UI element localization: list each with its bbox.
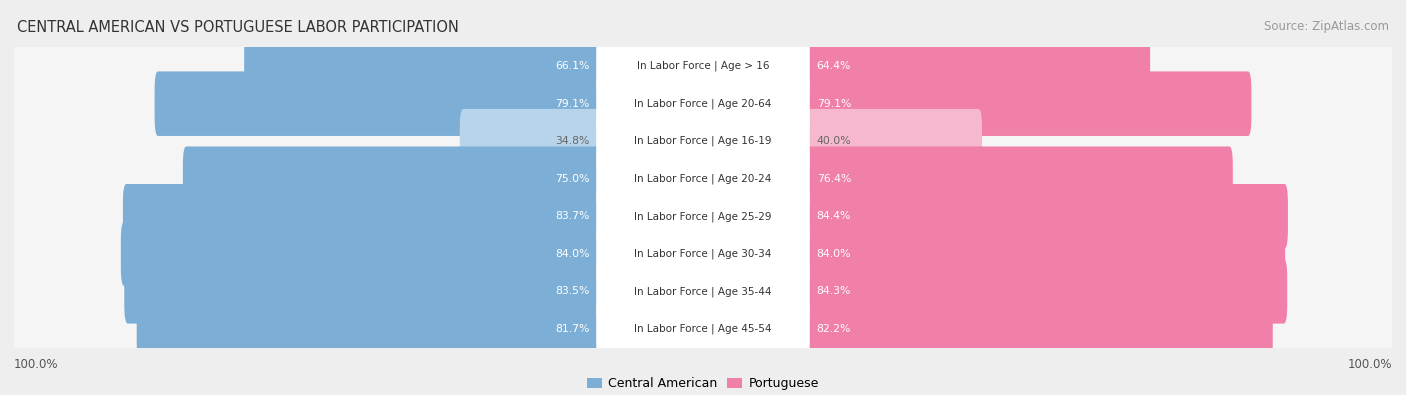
Text: In Labor Force | Age 20-24: In Labor Force | Age 20-24 (634, 173, 772, 184)
Text: 40.0%: 40.0% (817, 136, 851, 146)
FancyBboxPatch shape (14, 47, 1392, 85)
FancyBboxPatch shape (245, 34, 603, 98)
Text: 84.0%: 84.0% (555, 249, 589, 259)
FancyBboxPatch shape (136, 297, 603, 361)
Text: 66.1%: 66.1% (555, 61, 589, 71)
Text: 83.5%: 83.5% (555, 286, 589, 296)
FancyBboxPatch shape (596, 71, 810, 136)
Text: 84.4%: 84.4% (817, 211, 851, 221)
FancyBboxPatch shape (183, 147, 603, 211)
FancyBboxPatch shape (122, 184, 603, 248)
FancyBboxPatch shape (803, 109, 981, 173)
FancyBboxPatch shape (803, 71, 1251, 136)
FancyBboxPatch shape (803, 34, 1150, 98)
FancyBboxPatch shape (596, 147, 810, 211)
FancyBboxPatch shape (596, 222, 810, 286)
FancyBboxPatch shape (803, 147, 1233, 211)
FancyBboxPatch shape (596, 259, 810, 324)
Text: In Labor Force | Age 30-34: In Labor Force | Age 30-34 (634, 248, 772, 259)
Text: 84.0%: 84.0% (817, 249, 851, 259)
Text: In Labor Force | Age 25-29: In Labor Force | Age 25-29 (634, 211, 772, 222)
Text: 100.0%: 100.0% (1347, 358, 1392, 371)
Text: Source: ZipAtlas.com: Source: ZipAtlas.com (1264, 20, 1389, 33)
Text: In Labor Force | Age 16-19: In Labor Force | Age 16-19 (634, 136, 772, 147)
Text: 81.7%: 81.7% (555, 324, 589, 334)
FancyBboxPatch shape (14, 273, 1392, 310)
FancyBboxPatch shape (803, 297, 1272, 361)
FancyBboxPatch shape (14, 310, 1392, 348)
Text: 100.0%: 100.0% (14, 358, 59, 371)
Text: 84.3%: 84.3% (817, 286, 851, 296)
Text: In Labor Force | Age 20-64: In Labor Force | Age 20-64 (634, 98, 772, 109)
Text: 79.1%: 79.1% (555, 99, 589, 109)
Text: In Labor Force | Age 35-44: In Labor Force | Age 35-44 (634, 286, 772, 297)
Text: 64.4%: 64.4% (817, 61, 851, 71)
Text: 79.1%: 79.1% (817, 99, 851, 109)
FancyBboxPatch shape (14, 235, 1392, 273)
FancyBboxPatch shape (14, 122, 1392, 160)
FancyBboxPatch shape (124, 259, 603, 324)
FancyBboxPatch shape (803, 184, 1288, 248)
FancyBboxPatch shape (596, 34, 810, 98)
Text: CENTRAL AMERICAN VS PORTUGUESE LABOR PARTICIPATION: CENTRAL AMERICAN VS PORTUGUESE LABOR PAR… (17, 20, 458, 35)
FancyBboxPatch shape (803, 222, 1285, 286)
FancyBboxPatch shape (596, 109, 810, 173)
FancyBboxPatch shape (121, 222, 603, 286)
FancyBboxPatch shape (14, 198, 1392, 235)
FancyBboxPatch shape (14, 160, 1392, 198)
Text: 83.7%: 83.7% (555, 211, 589, 221)
Text: 76.4%: 76.4% (817, 174, 851, 184)
FancyBboxPatch shape (596, 184, 810, 248)
FancyBboxPatch shape (155, 71, 603, 136)
Text: 82.2%: 82.2% (817, 324, 851, 334)
Legend: Central American, Portuguese: Central American, Portuguese (582, 372, 824, 395)
FancyBboxPatch shape (460, 109, 603, 173)
FancyBboxPatch shape (14, 85, 1392, 122)
Text: 34.8%: 34.8% (555, 136, 589, 146)
Text: In Labor Force | Age 45-54: In Labor Force | Age 45-54 (634, 324, 772, 334)
Text: In Labor Force | Age > 16: In Labor Force | Age > 16 (637, 61, 769, 71)
Text: 75.0%: 75.0% (555, 174, 589, 184)
FancyBboxPatch shape (596, 297, 810, 361)
FancyBboxPatch shape (803, 259, 1288, 324)
